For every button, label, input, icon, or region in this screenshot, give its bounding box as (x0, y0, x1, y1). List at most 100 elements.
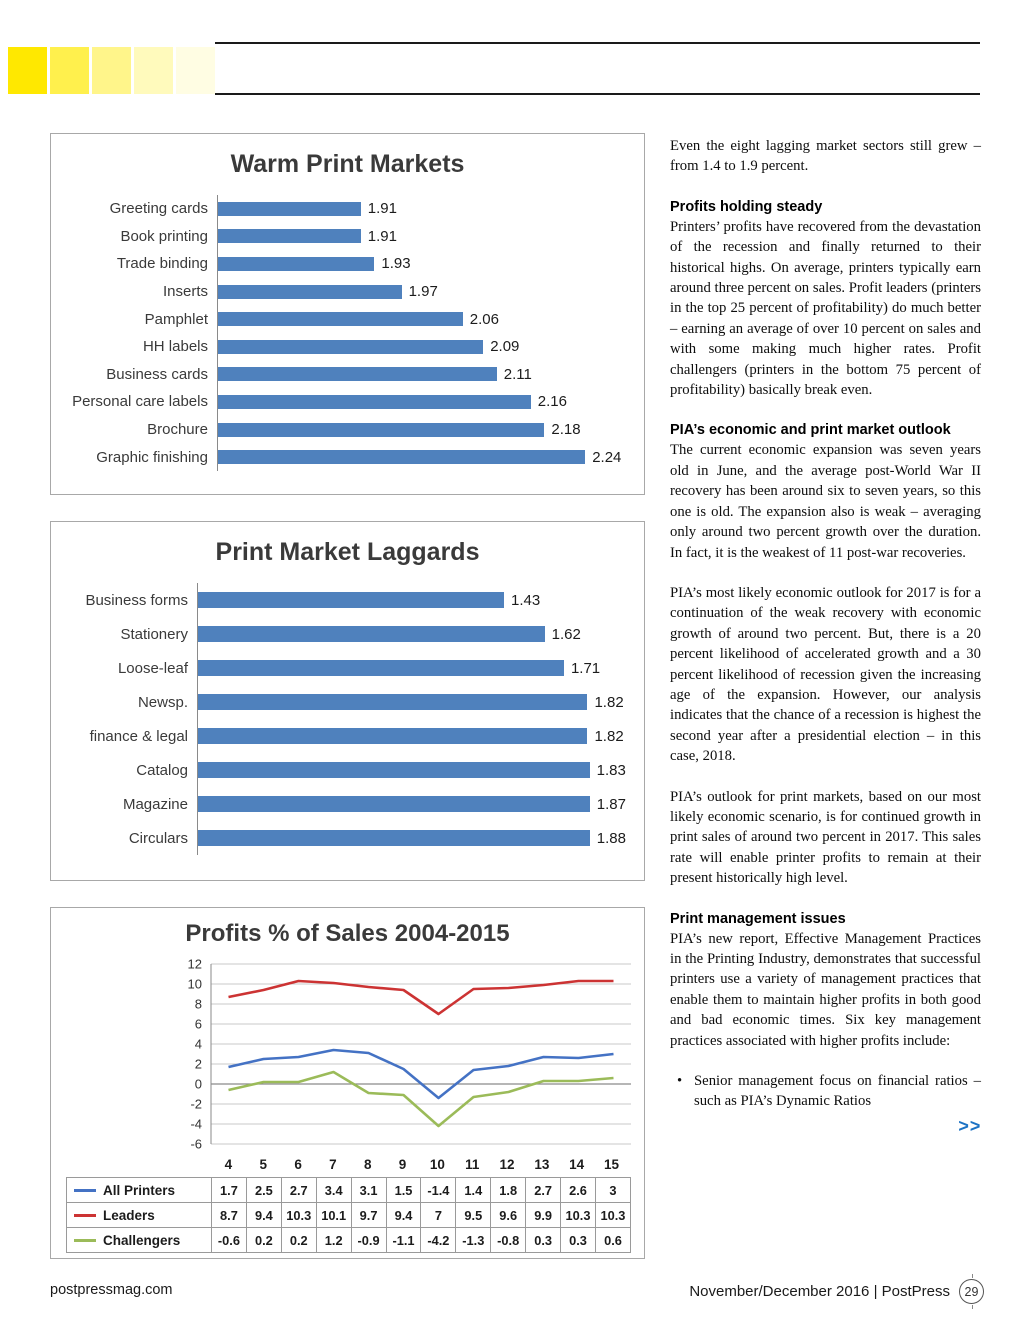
y-tick-label: 2 (195, 1057, 202, 1072)
bar-track: 2.06 (217, 305, 626, 333)
series-value-cell: 1.2 (315, 1227, 352, 1253)
line-chart-svg: 12 10 8 6 4 2 0 -2 -4 -6 (188, 957, 631, 1152)
header-rule-bottom (215, 93, 980, 95)
bar (218, 284, 402, 299)
bar-category-label: Business cards (106, 365, 208, 383)
footer-url: postpressmag.com (50, 1282, 173, 1298)
footer-issue-text: November/December 2016 | PostPress (689, 1283, 950, 1300)
x-tick-label: 7 (329, 1157, 337, 1172)
bar (218, 201, 361, 216)
y-tick-label: -2 (190, 1097, 202, 1112)
x-tick-label: 14 (569, 1157, 585, 1172)
legend-table-row: Challengers -0.6 0.2 0.2 1.2 -0.9 -1.1 -4.2 -1.3… (66, 1227, 632, 1253)
series-name: All Printers (103, 1183, 176, 1199)
series-value-cell: 7 (420, 1202, 457, 1228)
accent-block (8, 47, 47, 94)
legend-line-key (74, 1239, 96, 1243)
bar (218, 256, 375, 271)
bar-category-label: Circulars (128, 829, 188, 847)
bar-value-label: 1.71 (570, 659, 601, 677)
bar-value-label: 1.87 (596, 795, 626, 813)
bar-value-label: 2.09 (490, 338, 520, 356)
bar-category-label: HH labels (142, 338, 208, 356)
series-value-cell: -0.9 (350, 1227, 387, 1253)
charts-column: Warm Print Markets Greeting cards 1.91 Boo… (50, 133, 645, 1285)
legend-table-row: All Printers 1.7 2.5 2.7 3.4 3.1 1.5 -1.4 1.4 1.8… (66, 1177, 632, 1203)
series-value-cell: -0.8 (490, 1227, 527, 1253)
series-name: Leaders (103, 1208, 155, 1224)
bar-value-label: 1.82 (594, 727, 624, 745)
paragraph: Printers’ profits have recovered from th… (670, 218, 981, 399)
bar-category-label: Trade binding (116, 255, 208, 273)
bar (198, 796, 590, 812)
bar-row: Personal care labels 2.16 (57, 388, 626, 416)
bar-row: Trade binding 1.93 (57, 250, 626, 278)
series-value-cell: 9.4 (245, 1202, 282, 1228)
series-value-cell: -1.3 (455, 1227, 492, 1253)
bar-category-label: Stationery (120, 625, 188, 643)
bar (218, 229, 361, 244)
paragraph: PIA’s most likely economic outlook for 2… (670, 584, 981, 765)
series-value-cell: 10.3 (594, 1202, 632, 1228)
bar-value-label: 1.62 (551, 625, 581, 643)
bar-track: 1.82 (197, 719, 626, 753)
bar-track: 2.09 (217, 332, 626, 361)
y-tick-label: 4 (195, 1037, 202, 1052)
legend-line-key (74, 1214, 96, 1218)
series-value-cell: 9.5 (455, 1202, 492, 1228)
bar-category-label: Newsp. (137, 693, 188, 711)
article-text-column: Even the eight lagging market sectors st… (670, 136, 981, 1137)
bar-row: Business forms 1.43 (57, 583, 626, 617)
bar-track: 2.24 (217, 443, 626, 471)
bar-track: 1.43 (197, 583, 626, 617)
legend-label-cell: Challengers (66, 1227, 212, 1253)
bar (198, 728, 588, 744)
bullet-text: Senior management focus on financial rat… (694, 1073, 981, 1110)
y-tick-label: 0 (195, 1077, 202, 1092)
bar-value-label: 1.97 (408, 283, 438, 301)
series-value-cell: -0.6 (211, 1227, 247, 1253)
bar-value-label: 1.93 (381, 255, 411, 273)
bar-value-label: 2.06 (469, 310, 499, 328)
bar-value-label: 1.83 (596, 761, 626, 779)
chart-title: Print Market Laggards (215, 538, 480, 566)
legend-table-body: All Printers 1.7 2.5 2.7 3.4 3.1 1.5 -1.4 1.4 1.8… (66, 1177, 632, 1253)
bar (218, 394, 531, 409)
bar-track: 1.71 (197, 651, 626, 685)
series-value-cell: 0.3 (560, 1227, 596, 1253)
series-value-cell: 2.7 (280, 1177, 317, 1203)
bar (198, 592, 505, 608)
bar-row: Inserts 1.97 (57, 277, 626, 306)
bar-chart-plot: Business forms 1.43 Stationery 1.62 Loose-le… (51, 567, 644, 863)
legend-line-key (74, 1189, 96, 1193)
chart-title: Warm Print Markets (230, 150, 465, 178)
series-value-cell: 10.3 (560, 1202, 596, 1228)
bar (198, 660, 564, 676)
line-plot-area: 12 10 8 6 4 2 0 -2 -4 -6 (66, 954, 631, 1154)
yellow-accent-blocks (8, 47, 215, 94)
x-tick-label: 12 (499, 1157, 515, 1172)
bar-row: Magazine 1.87 (57, 787, 626, 821)
bar-track: 1.82 (197, 685, 626, 719)
series-value-cell: 2.6 (560, 1177, 596, 1203)
bar-track: 1.97 (217, 277, 626, 306)
section-heading-management: Print management issues (670, 910, 846, 927)
header-rule-top (215, 42, 980, 44)
series-value-cell: 1.5 (385, 1177, 422, 1203)
bar-value-label: 1.43 (511, 591, 541, 609)
bar-row: Greeting cards 1.91 (57, 195, 626, 223)
bar (218, 312, 463, 327)
bar-row: finance & legal 1.82 (57, 719, 626, 753)
bar-row: Stationery 1.62 (57, 617, 626, 651)
bar (218, 367, 497, 382)
x-tick-label: 6 (294, 1157, 302, 1172)
bar-track: 1.87 (197, 787, 626, 821)
series-value-cell: 2.7 (525, 1177, 562, 1203)
series-value-cell: 9.6 (490, 1202, 527, 1228)
bar-category-label: Catalog (136, 761, 188, 779)
bar (198, 694, 588, 710)
bar-value-label: 2.16 (537, 393, 567, 411)
x-tick-label: 4 (224, 1157, 233, 1172)
series-value-cell: 1.4 (455, 1177, 492, 1203)
bar-track: 1.91 (217, 222, 626, 251)
